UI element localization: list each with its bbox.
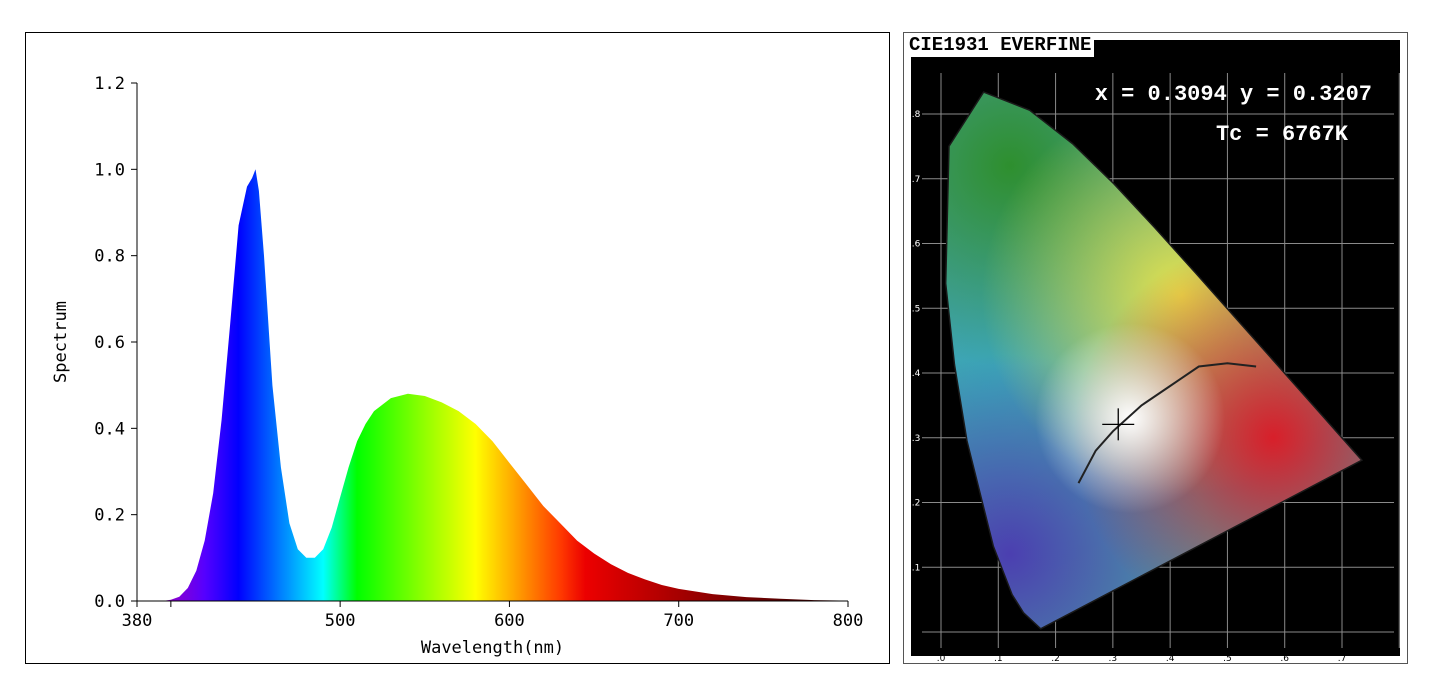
y-tick-label: 0.4 [94, 419, 125, 439]
cie-x-tick-label: .5 [1223, 654, 1232, 663]
cie-x-tick-label: .2 [1051, 654, 1060, 663]
y-tick-label: 0.6 [94, 333, 125, 353]
cie-diagram-panel: .0 .1 .2 .3 .4 .5 .6 .7 .1 .2 .3 .4 .5 .6 .7 .8 x = 0.30… [903, 32, 1408, 664]
coordinate-readout: x = 0.3094 y = 0.3207 [1095, 82, 1372, 107]
cie-y-tick-label: .4 [912, 369, 921, 379]
color-temperature-readout: Tc = 6767K [1216, 122, 1349, 147]
cie-chromaticity-diagram: .0 .1 .2 .3 .4 .5 .6 .7 .1 .2 .3 .4 .5 .6 .7 .8 x = 0.30… [904, 33, 1407, 663]
y-tick-label: 0.0 [94, 592, 125, 612]
cie-y-tick-label: .8 [912, 110, 921, 120]
cie-y-tick-label: .6 [912, 240, 921, 250]
y-tick-label: 1.0 [94, 160, 125, 180]
x-tick-label: 500 [325, 611, 356, 631]
x-tick-label: 380 [122, 611, 153, 631]
spectrum-chart-panel: 0.0 0.2 0.4 0.6 0.8 1.0 1.2 380 500 600 700 800 Wave… [25, 32, 890, 664]
x-tick-label: 700 [663, 611, 694, 631]
cie-x-tick-label: .4 [1166, 654, 1175, 663]
cie-x-tick-label: .3 [1109, 654, 1118, 663]
cie-y-tick-label: .3 [912, 434, 921, 444]
cie-y-tick-label: .2 [912, 499, 921, 509]
planckian-locus [1077, 362, 1257, 484]
spectral-locus [944, 91, 1364, 630]
cie-y-tick-label: .1 [912, 563, 921, 573]
cie-x-tick-label: .1 [994, 654, 1003, 663]
y-axis-title: Spectrum [51, 301, 71, 383]
x-tick-label: 800 [833, 611, 864, 631]
x-axis-title: Wavelength(nm) [421, 638, 564, 658]
spectrum-area [137, 169, 848, 602]
y-tick-label: 1.2 [94, 74, 125, 94]
cie-y-tick-label: .7 [912, 175, 921, 185]
cie-x-tick-label: .6 [1280, 654, 1289, 663]
cie-x-tick-label: .0 [937, 654, 946, 663]
cie-title: CIE1931 EVERFINE [906, 33, 1095, 57]
spectrum-chart: 0.0 0.2 0.4 0.6 0.8 1.0 1.2 380 500 600 700 800 Wave… [51, 74, 864, 658]
y-tick-label: 0.2 [94, 506, 125, 526]
cie-y-tick-label: .5 [912, 304, 921, 314]
y-tick-label: 0.8 [94, 247, 125, 267]
cie-x-tick-label: .7 [1338, 654, 1347, 663]
x-tick-label: 600 [494, 611, 525, 631]
